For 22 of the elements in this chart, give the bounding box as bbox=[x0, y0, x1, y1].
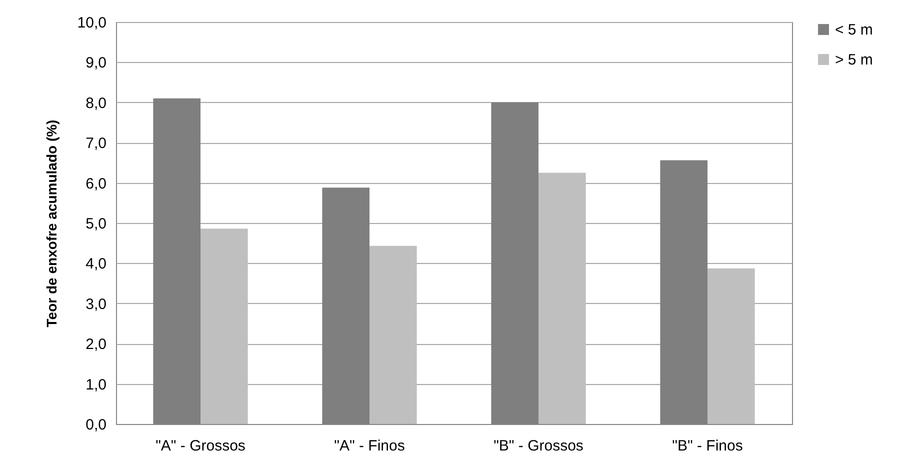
y-axis-title: Teor de enxofre acumulado (%) bbox=[43, 120, 60, 328]
y-tick-label: 2,0 bbox=[86, 336, 106, 354]
y-tick-label: 1,0 bbox=[86, 376, 106, 394]
bar bbox=[538, 172, 586, 424]
bar bbox=[200, 228, 248, 424]
y-tick-label: 5,0 bbox=[86, 216, 106, 232]
y-tick-label: 7,0 bbox=[86, 135, 106, 152]
legend-label: < 5 m bbox=[835, 22, 873, 38]
bar bbox=[708, 268, 755, 424]
y-tick-label: 4,0 bbox=[86, 256, 106, 273]
bar bbox=[370, 246, 417, 424]
y-tick-label: 10,0 bbox=[77, 14, 106, 32]
x-tick-label: "B" - Finos bbox=[672, 438, 743, 454]
x-tick-label: "B" - Grossos bbox=[494, 438, 584, 454]
x-tick-label: "A" - Finos bbox=[334, 438, 405, 454]
y-tick-label: 6,0 bbox=[86, 175, 106, 192]
y-tick-label: 0,0 bbox=[86, 416, 106, 434]
x-tick-label: "A" - Grossos bbox=[156, 438, 246, 454]
y-tick-label: 9,0 bbox=[86, 54, 106, 72]
y-tick-label: 8,0 bbox=[86, 94, 106, 112]
y-tick-label: 3,0 bbox=[86, 296, 106, 313]
legend-label: > 5 m bbox=[835, 52, 873, 68]
